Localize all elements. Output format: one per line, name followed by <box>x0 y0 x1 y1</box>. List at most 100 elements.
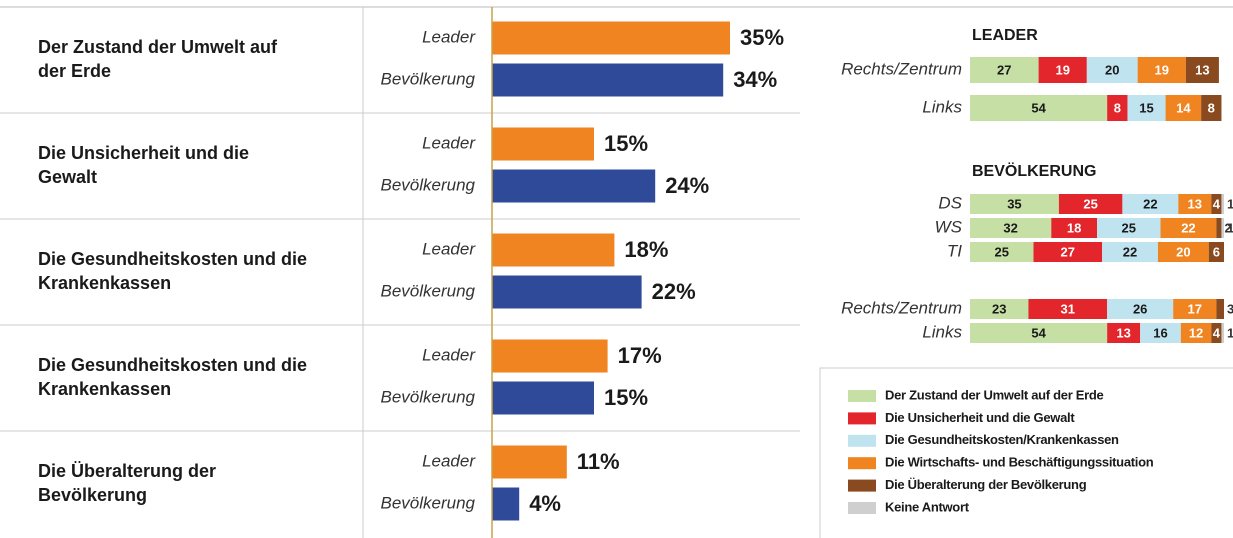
segment <box>1107 323 1141 343</box>
segment <box>970 218 1052 238</box>
segment <box>1038 57 1087 83</box>
segment-label: 2 <box>1224 220 1231 235</box>
series-label: Leader <box>422 239 476 258</box>
segment-label: 35 <box>1007 196 1021 211</box>
bar <box>492 381 594 415</box>
segment <box>970 57 1039 83</box>
legend-label: Die Überalterung der Bevölkerung <box>885 477 1087 492</box>
segment <box>1180 323 1212 343</box>
legend-swatch <box>848 502 876 514</box>
segment-label: 20 <box>1105 62 1119 77</box>
segment <box>1051 218 1097 238</box>
segment-label: 13 <box>1195 62 1209 77</box>
segment <box>1122 194 1179 214</box>
segment <box>1185 57 1219 83</box>
segment-label: 19 <box>1155 62 1169 77</box>
segment-label: 25 <box>995 244 1009 259</box>
series-label: Leader <box>422 451 476 470</box>
segment <box>970 299 1029 319</box>
segment-label: 32 <box>1003 220 1017 235</box>
segment-label: 1 <box>1227 196 1233 211</box>
legend-label: Der Zustand der Umwelt auf der Erde <box>885 387 1104 402</box>
segment-label: 4 <box>1213 325 1221 340</box>
segment <box>1137 57 1186 83</box>
topic-label: Die Gesundheitskosten und die Krankenkass… <box>38 249 307 293</box>
bar <box>492 127 594 161</box>
segment <box>1211 323 1222 343</box>
value-label: 18% <box>624 237 668 262</box>
value-label: 35% <box>740 25 784 50</box>
value-label: 15% <box>604 385 648 410</box>
topic-label: Die Unsicherheit und die Gewalt <box>38 143 249 187</box>
segment-label: 22 <box>1143 196 1157 211</box>
segment-label: 27 <box>1061 244 1075 259</box>
segment <box>970 95 1108 121</box>
series-label: Bevölkerung <box>380 281 475 300</box>
legend-label: Keine Antwort <box>885 499 970 514</box>
bar <box>492 21 730 55</box>
segment-label: 13 <box>1188 196 1202 211</box>
segment-label: 1 <box>1227 325 1233 340</box>
topic-label: Der Zustand der Umwelt auf der Erde <box>38 37 278 81</box>
legend-label: Die Unsicherheit und die Gewalt <box>885 410 1075 425</box>
segment <box>1160 218 1217 238</box>
segment <box>1097 218 1161 238</box>
row-label: DS <box>938 193 962 212</box>
bar <box>492 169 656 203</box>
segment-label: 25 <box>1122 220 1136 235</box>
segment <box>1107 95 1128 121</box>
segment <box>1028 299 1108 319</box>
segment-label: 27 <box>997 62 1011 77</box>
bar <box>492 63 724 97</box>
value-label: 4% <box>529 491 561 516</box>
bar <box>492 445 567 479</box>
bar <box>492 339 608 373</box>
segment-label: 15 <box>1139 100 1153 115</box>
row-label: Links <box>922 97 962 116</box>
segment <box>970 323 1108 343</box>
segment-label: 8 <box>1114 100 1121 115</box>
segment-label: 22 <box>1123 244 1137 259</box>
segment <box>1086 57 1138 83</box>
row-label: Rechts/Zentrum <box>841 298 962 317</box>
value-label: 24% <box>665 173 709 198</box>
segment-label: 14 <box>1176 100 1191 115</box>
segment <box>1211 194 1222 214</box>
segment <box>1140 323 1181 343</box>
topic-label: Die Gesundheitskosten und die Krankenkass… <box>38 355 307 399</box>
segment <box>1173 299 1217 319</box>
series-label: Bevölkerung <box>380 387 475 406</box>
segment <box>1107 299 1174 319</box>
topic-label: Die Überalterung der Bevölkerung <box>38 461 216 505</box>
segment <box>1033 242 1103 262</box>
legend-swatch <box>848 390 876 402</box>
segment <box>1221 194 1224 214</box>
segment-label: 19 <box>1055 62 1069 77</box>
group-title: BEVÖLKERUNG <box>972 161 1096 180</box>
row-label: Links <box>922 322 962 341</box>
value-label: 15% <box>604 131 648 156</box>
segment-label: 1 <box>1227 220 1233 235</box>
legend-box <box>819 367 1233 538</box>
segment <box>1127 95 1166 121</box>
series-label: Bevölkerung <box>380 69 475 88</box>
segment-label: 17 <box>1188 301 1202 316</box>
segment-label: 31 <box>1061 301 1075 316</box>
segment-label: 4 <box>1213 196 1221 211</box>
segment-label: 23 <box>992 301 1006 316</box>
bar <box>492 275 642 309</box>
value-label: 17% <box>618 343 662 368</box>
row-label: TI <box>947 241 962 260</box>
segment <box>1058 194 1123 214</box>
segment <box>970 194 1059 214</box>
series-label: Bevölkerung <box>380 175 475 194</box>
segment <box>1178 194 1212 214</box>
segment <box>1216 299 1224 319</box>
segment <box>1216 218 1222 238</box>
series-label: Bevölkerung <box>380 493 475 512</box>
segment-label: 16 <box>1153 325 1167 340</box>
segment <box>970 242 1034 262</box>
segment <box>1165 95 1202 121</box>
segment <box>1102 242 1158 262</box>
